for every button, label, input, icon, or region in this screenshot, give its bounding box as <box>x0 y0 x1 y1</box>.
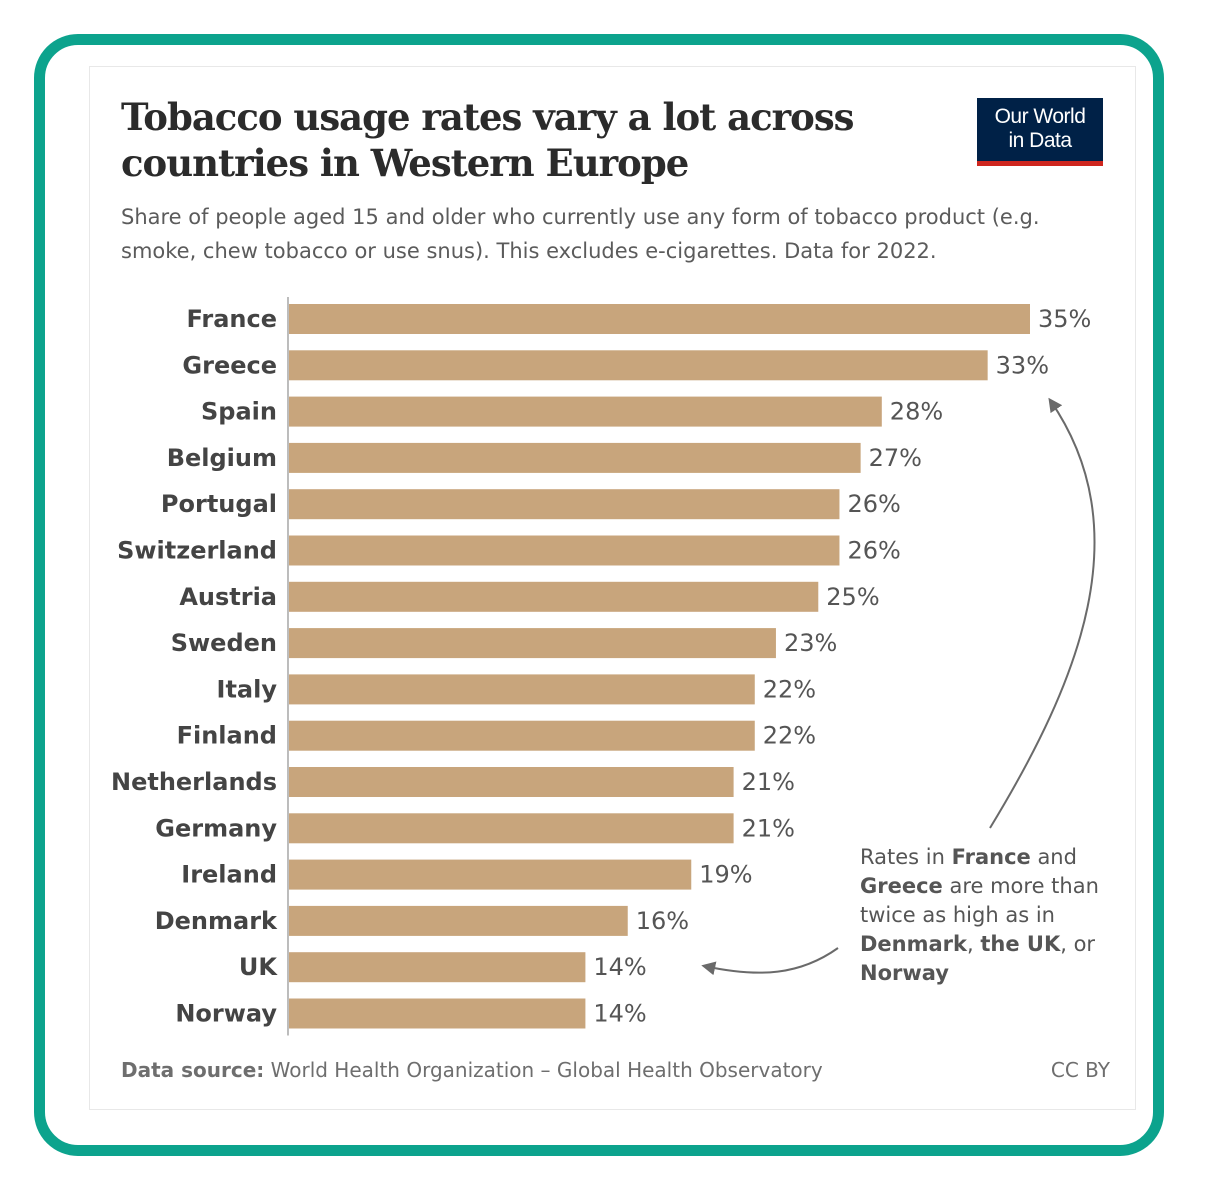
bar-germany <box>289 813 734 844</box>
data-source-label: Data source: <box>121 1058 265 1082</box>
category-label-switzerland: Switzerland <box>117 537 277 565</box>
annotation-part-2: and <box>1030 845 1077 869</box>
category-label-france: France <box>187 305 277 333</box>
value-label-norway: 14% <box>593 1000 646 1028</box>
chart-title: Tobacco usage rates vary a lot across co… <box>121 95 854 185</box>
annotation-text: Rates in France and Greece are more than… <box>860 843 1110 988</box>
bar-greece <box>289 350 988 381</box>
category-label-ireland: Ireland <box>181 861 277 889</box>
bar-belgium <box>289 442 861 473</box>
bar-portugal <box>289 489 840 520</box>
value-label-denmark: 16% <box>636 907 689 935</box>
annotation-part-1: France <box>951 845 1031 869</box>
annotation-arrow-left <box>701 947 839 976</box>
category-label-denmark: Denmark <box>155 907 278 935</box>
bar-switzerland <box>289 535 840 566</box>
bar-spain <box>289 396 882 427</box>
value-label-portugal: 26% <box>847 490 900 518</box>
bar-uk <box>289 952 586 983</box>
value-label-italy: 22% <box>763 675 816 703</box>
category-label-uk: UK <box>239 953 278 981</box>
value-label-finland: 22% <box>763 722 816 750</box>
annotation-part-7: the UK <box>980 932 1061 956</box>
value-label-germany: 21% <box>742 814 795 842</box>
annotation-part-0: Rates in <box>860 845 952 869</box>
annotation-part-6: , <box>967 932 981 956</box>
data-source: Data source: World Health Organization –… <box>121 1058 823 1082</box>
bar-norway <box>289 998 586 1029</box>
category-label-austria: Austria <box>179 583 277 611</box>
annotation-part-8: , or <box>1060 932 1096 956</box>
value-label-sweden: 23% <box>784 629 837 657</box>
category-label-norway: Norway <box>175 1000 277 1028</box>
owid-logo[interactable]: Our World in Data <box>977 98 1103 166</box>
annotation-part-4: are more than twice as high as in <box>860 874 1099 927</box>
category-label-germany: Germany <box>155 814 277 842</box>
logo-line-2: in Data <box>1008 129 1072 152</box>
category-label-spain: Spain <box>201 398 277 426</box>
bar-finland <box>289 720 755 751</box>
category-label-portugal: Portugal <box>161 490 277 518</box>
value-label-ireland: 19% <box>699 861 752 889</box>
annotation-arrow-up <box>989 397 1096 829</box>
value-label-belgium: 27% <box>869 444 922 472</box>
category-label-greece: Greece <box>182 351 277 379</box>
value-label-uk: 14% <box>593 953 646 981</box>
bar-ireland <box>289 859 692 890</box>
value-label-netherlands: 21% <box>742 768 795 796</box>
value-label-switzerland: 26% <box>847 537 900 565</box>
license-link[interactable]: CC BY <box>1050 1058 1110 1082</box>
chart-subtitle: Share of people aged 15 and older who cu… <box>121 205 1040 263</box>
category-label-finland: Finland <box>177 722 277 750</box>
category-label-belgium: Belgium <box>167 444 277 472</box>
logo-line-1: Our World <box>994 105 1086 128</box>
bar-france <box>289 304 1030 334</box>
category-label-netherlands: Netherlands <box>111 768 277 796</box>
bar-netherlands <box>289 767 734 797</box>
bar-denmark <box>289 905 628 936</box>
bar-italy <box>289 674 755 705</box>
value-label-austria: 25% <box>826 583 879 611</box>
annotation-part-3: Greece <box>860 874 943 898</box>
bar-austria <box>289 581 819 612</box>
annotation-part-9: Norway <box>860 961 949 985</box>
category-label-sweden: Sweden <box>171 629 277 657</box>
bar-sweden <box>289 628 776 659</box>
data-source-text: World Health Organization – Global Healt… <box>264 1058 823 1082</box>
value-label-spain: 28% <box>890 398 943 426</box>
value-label-greece: 33% <box>996 351 1049 379</box>
value-label-france: 35% <box>1038 305 1091 333</box>
category-label-italy: Italy <box>217 675 278 703</box>
annotation-part-5: Denmark <box>860 932 967 956</box>
